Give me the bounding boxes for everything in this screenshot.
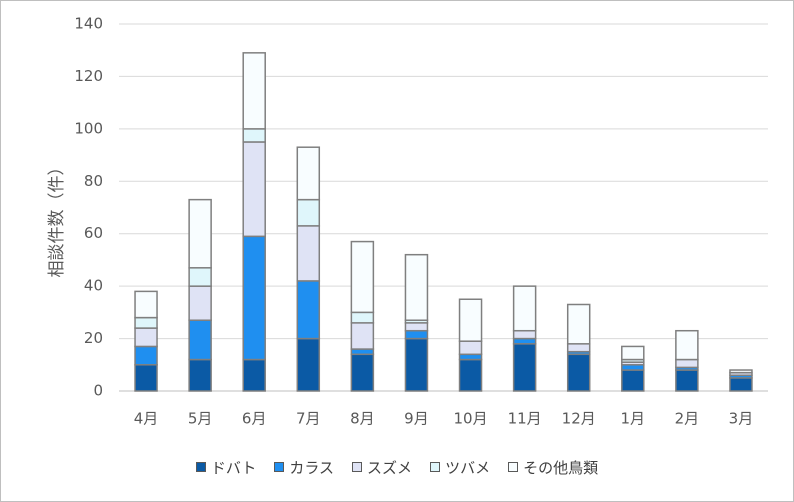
bar-segment — [188, 285, 212, 321]
bar-segment — [296, 225, 321, 282]
y-tick-label: 40 — [84, 277, 103, 295]
x-tick-label: 3月 — [729, 410, 754, 428]
bar-segment — [512, 337, 537, 345]
bar-segment — [296, 280, 321, 340]
legend-label: ツバメ — [445, 458, 491, 477]
x-tick-label: 9月 — [404, 410, 429, 428]
x-tick-label: 5月 — [188, 410, 213, 428]
bar-segment — [458, 353, 483, 361]
y-tick-label: 20 — [84, 329, 103, 347]
bar-segment — [242, 235, 266, 361]
x-tick-label: 1月 — [621, 410, 646, 428]
bar-segment — [350, 240, 375, 314]
bar-segment — [512, 343, 537, 392]
bar-segment — [621, 364, 645, 371]
bar-segment — [188, 319, 212, 361]
y-tick-label: 120 — [74, 67, 103, 85]
legend-swatch — [352, 462, 363, 472]
bar-segment — [458, 340, 483, 356]
gridlines — [119, 23, 768, 392]
legend-item: ドバト — [195, 457, 257, 478]
bar-segment — [242, 52, 266, 130]
bar-segment — [675, 369, 699, 392]
bar-segment — [404, 322, 429, 332]
x-tick-label: 4月 — [134, 410, 159, 428]
legend-swatch — [430, 462, 441, 472]
bar-segment — [621, 345, 645, 361]
bar-segment — [134, 327, 158, 348]
bar-segment — [458, 358, 483, 392]
x-tick-label: 12月 — [562, 410, 596, 428]
legend-item: カラス — [274, 457, 334, 478]
legend-swatch — [508, 462, 519, 472]
bar-segment — [458, 298, 483, 342]
bar-segment — [621, 369, 645, 392]
x-tick-label: 11月 — [508, 410, 542, 428]
bar-segment — [350, 348, 375, 356]
bar-segment — [350, 353, 375, 392]
bar-segment — [566, 343, 591, 353]
legend: ドバト カラス スズメ ツバメ その他鳥類 — [0, 456, 794, 478]
y-tick-label: 140 — [74, 15, 103, 33]
bar-segment — [675, 329, 699, 361]
legend-label: スズメ — [367, 458, 413, 477]
legend-label: カラス — [289, 458, 335, 477]
legend-label: その他鳥類 — [523, 458, 599, 477]
bar-segment — [566, 353, 591, 392]
legend-label: ドバト — [210, 458, 257, 477]
bar-segment — [296, 198, 321, 227]
bar-segment — [512, 285, 537, 332]
y-axis-tick-labels: 0 20 40 60 80 100 120 140 — [74, 15, 103, 400]
bar-segment — [134, 345, 158, 366]
bar-segment — [134, 316, 158, 329]
legend-item: その他鳥類 — [508, 457, 598, 478]
bar-segment — [188, 267, 212, 287]
bar-segment — [296, 146, 321, 201]
bar-segment — [134, 290, 158, 319]
x-axis-tick-labels: 4月 5月 6月 7月 8月 9月 10月 11月 12月 1月 2月 3月 — [134, 410, 753, 428]
x-tick-label: 10月 — [453, 410, 487, 428]
bar-segment — [729, 377, 753, 392]
bar-segment — [134, 364, 158, 392]
bar-segment — [188, 358, 212, 392]
y-tick-label: 80 — [84, 172, 103, 190]
bar-segment — [242, 128, 266, 143]
y-axis-label: 相談件数（件） — [47, 159, 67, 278]
bar-segment — [242, 358, 266, 392]
bar-segment — [350, 322, 375, 350]
bar-segment — [404, 253, 429, 321]
bar-segment — [188, 198, 212, 269]
x-tick-label: 7月 — [296, 410, 321, 428]
bar-segment — [242, 141, 266, 238]
bar-segment — [566, 303, 591, 345]
y-tick-label: 100 — [74, 119, 103, 137]
bar-segment — [675, 358, 699, 369]
x-tick-label: 2月 — [675, 410, 700, 428]
bar-segment — [729, 369, 753, 374]
legend-swatch — [274, 462, 285, 472]
bar-segment — [404, 329, 429, 340]
bar-segment — [404, 337, 429, 392]
legend-swatch — [195, 462, 206, 472]
y-tick-label: 60 — [84, 224, 103, 242]
bar-segment — [350, 311, 375, 324]
x-tick-label: 8月 — [350, 410, 375, 428]
legend-item: ツバメ — [430, 457, 490, 478]
bar-segment — [296, 337, 321, 392]
legend-item: スズメ — [352, 457, 412, 478]
y-tick-label: 0 — [93, 382, 103, 400]
bars — [134, 52, 753, 392]
bar-segment — [512, 329, 537, 340]
x-tick-label: 6月 — [242, 410, 267, 428]
